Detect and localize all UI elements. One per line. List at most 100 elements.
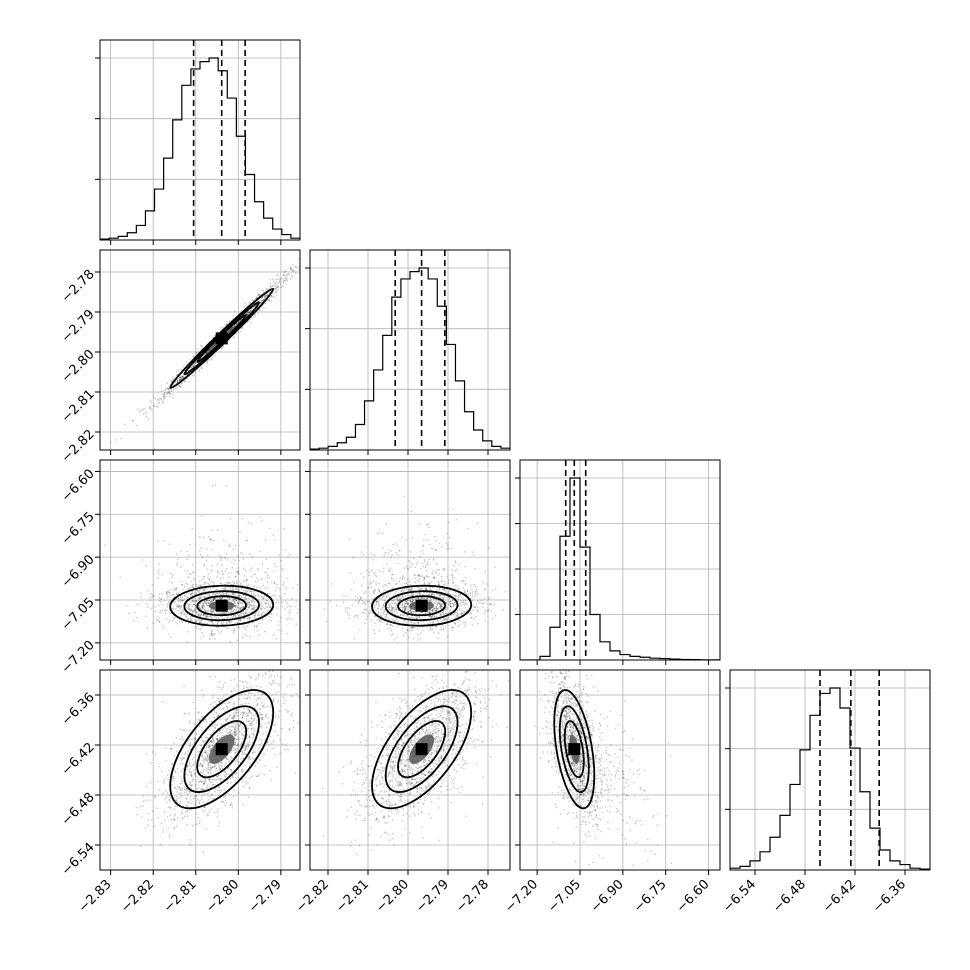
scatter-point [176, 380, 179, 382]
scatter-point [390, 634, 393, 637]
scatter-point [175, 374, 178, 377]
scatter-point [414, 577, 416, 579]
scatter-point [404, 599, 407, 602]
scatter-point [219, 790, 221, 792]
scatter-point [428, 526, 430, 529]
scatter-point [164, 778, 166, 781]
scatter-point [401, 603, 404, 605]
scatter-point [407, 610, 410, 613]
scatter-point [211, 601, 213, 603]
scatter-point [204, 615, 207, 618]
scatter-point [402, 596, 405, 599]
scatter-point [286, 632, 289, 635]
scatter-point [227, 647, 229, 649]
scatter-point [394, 613, 396, 615]
scatter-point [204, 751, 206, 753]
scatter-point [263, 594, 266, 597]
scatter-point [169, 589, 171, 591]
scatter-point [241, 716, 244, 719]
scatter-point [233, 601, 236, 604]
scatter-point [484, 589, 486, 591]
scatter-point [209, 795, 211, 798]
scatter-point [184, 615, 187, 617]
scatter-point [336, 604, 338, 607]
scatter-point [390, 624, 392, 626]
scatter-point [210, 632, 213, 635]
scatter-point [269, 527, 271, 530]
scatter-point [352, 556, 355, 559]
scatter-point [208, 594, 210, 596]
scatter-point [160, 598, 162, 601]
scatter-point [378, 607, 380, 609]
scatter-point [219, 768, 222, 771]
scatter-point [472, 606, 475, 609]
scatter-point [158, 789, 161, 791]
scatter-point [225, 720, 227, 722]
scatter-point [441, 602, 444, 605]
scatter-panel-3-0: −2.83 −2.82 −2.81 −2.80 −2.79−6.54−6.48−6.42… [59, 647, 301, 916]
scatter-point [287, 617, 290, 619]
scatter-point [475, 592, 477, 594]
scatter-point [406, 603, 409, 605]
scatter-point [271, 747, 273, 750]
scatter-point [206, 622, 209, 625]
scatter-point [373, 629, 375, 631]
scatter-point [373, 592, 375, 595]
scatter-point [221, 761, 223, 764]
scatter-point [201, 556, 204, 558]
scatter-point [237, 570, 240, 573]
scatter-point [440, 605, 442, 608]
scatter-point [250, 722, 252, 725]
scatter-point [453, 577, 456, 579]
scatter-point [267, 567, 269, 570]
scatter-point [212, 610, 215, 613]
scatter-point [250, 717, 253, 719]
scatter-point [464, 565, 466, 568]
scatter-point [220, 559, 222, 562]
scatter-point [148, 406, 151, 408]
scatter-point [219, 578, 222, 580]
scatter-point [186, 558, 188, 561]
scatter-point [249, 318, 252, 321]
scatter-point [296, 584, 299, 586]
scatter-point [181, 599, 183, 602]
scatter-point [202, 771, 204, 774]
scatter-point [249, 635, 251, 638]
scatter-point [196, 589, 198, 592]
scatter-point [259, 725, 262, 728]
scatter-point [281, 605, 284, 608]
scatter-point [242, 567, 245, 570]
scatter-point [202, 614, 204, 617]
scatter-point [180, 794, 183, 797]
scatter-point [460, 579, 462, 582]
scatter-point [365, 618, 368, 620]
scatter-point [145, 411, 147, 414]
scatter-point [256, 626, 258, 628]
scatter-point [212, 742, 215, 745]
scatter-point [198, 591, 201, 593]
scatter-point [462, 621, 464, 624]
scatter-point [162, 401, 164, 404]
scatter-point [171, 393, 174, 396]
scatter-point [210, 538, 213, 540]
scatter-point [482, 606, 484, 608]
scatter-point [226, 616, 229, 618]
scatter-point [276, 278, 279, 280]
scatter-point [217, 629, 219, 631]
scatter-point [227, 781, 229, 784]
scatter-point [376, 600, 378, 603]
scatter-point [380, 597, 382, 600]
scatter-point [270, 612, 272, 615]
scatter-point [230, 802, 232, 804]
scatter-point [232, 713, 235, 715]
scatter-point [255, 577, 258, 580]
scatter-point [231, 690, 233, 693]
scatter-point [220, 724, 223, 726]
scatter-point [242, 614, 245, 616]
scatter-point [236, 595, 238, 598]
scatter-point [409, 550, 411, 553]
scatter-point [460, 612, 462, 615]
scatter-point [438, 582, 440, 584]
scatter-point [264, 602, 266, 605]
scatter-point [220, 598, 223, 600]
